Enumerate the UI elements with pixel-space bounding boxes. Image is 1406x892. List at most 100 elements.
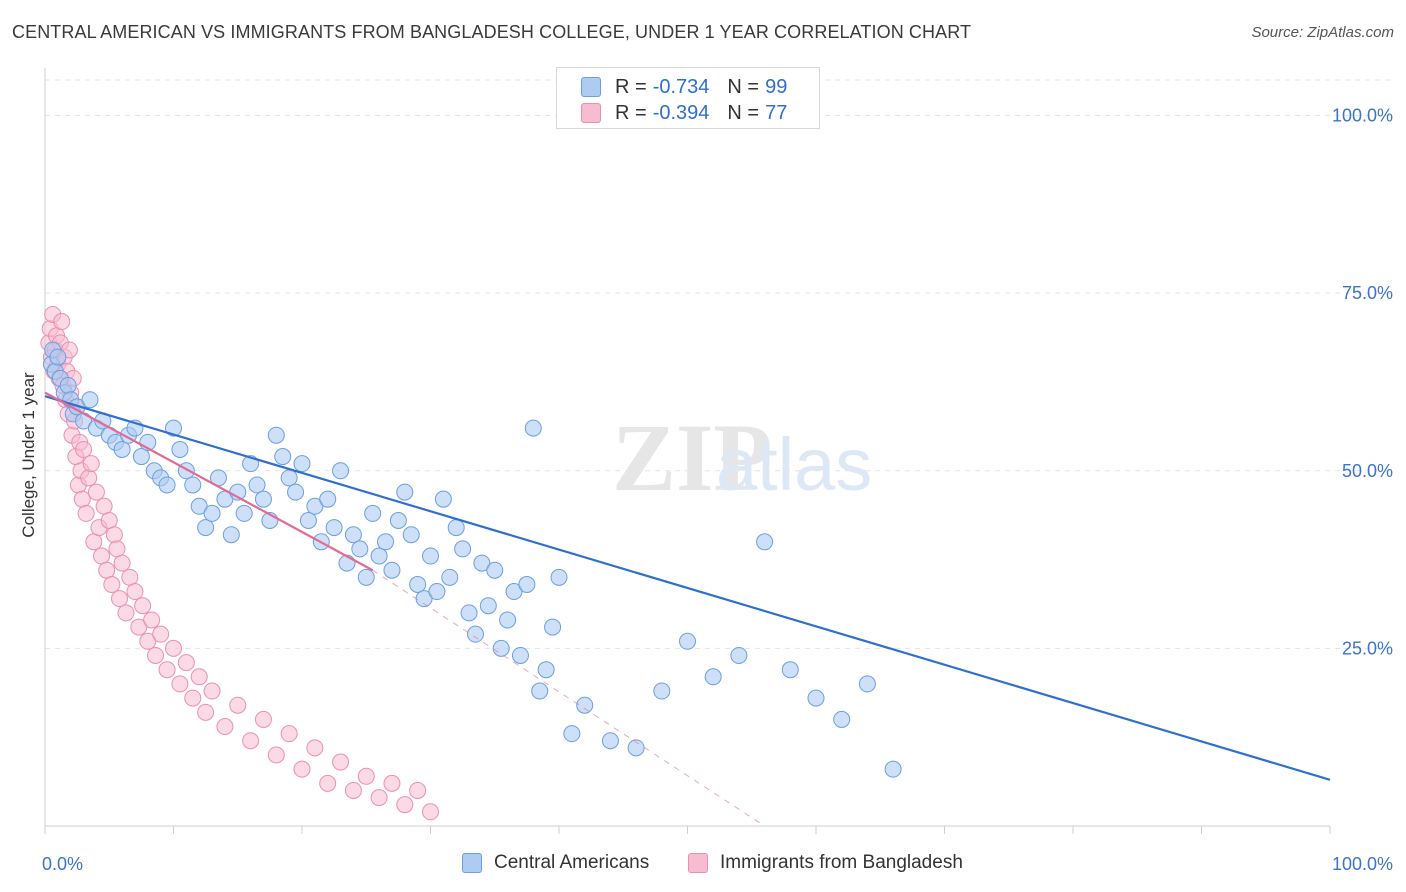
data-point-bangladesh [203, 682, 221, 700]
data-point-central-american [550, 568, 568, 586]
data-point-central-american [351, 540, 369, 558]
data-point-bangladesh [113, 554, 131, 572]
data-point-central-american [81, 391, 99, 409]
data-point-bangladesh [134, 597, 152, 615]
data-point-central-american [267, 426, 285, 444]
x-tick-label: 100.0% [1332, 854, 1393, 874]
n-label: N = [727, 75, 760, 98]
data-point-bangladesh [98, 561, 116, 579]
data-point-bangladesh [184, 689, 202, 707]
data-point-central-american [454, 540, 472, 558]
data-point-bangladesh [370, 789, 388, 807]
y-tick-label: 75.0% [1342, 283, 1393, 303]
data-point-central-american [486, 561, 504, 579]
data-point-bangladesh [396, 796, 414, 814]
data-point-bangladesh [77, 504, 95, 522]
data-point-bangladesh [158, 661, 176, 679]
data-point-bangladesh [100, 511, 118, 529]
data-point-bangladesh [152, 625, 170, 643]
data-point-central-american [357, 568, 375, 586]
series-central-american-points [42, 341, 902, 778]
legend-swatch-blue [462, 853, 482, 873]
trend-lines [44, 391, 1331, 827]
series-legend: Central Americans Immigrants from Bangla… [0, 852, 1406, 878]
data-point-central-american [222, 526, 240, 544]
data-point-bangladesh [108, 540, 126, 558]
trend-line-bangladesh [372, 569, 765, 827]
data-point-central-american [235, 504, 253, 522]
legend-swatch-blue [581, 77, 601, 97]
data-point-central-american [171, 440, 189, 458]
data-point-central-american [531, 682, 549, 700]
data-point-bangladesh [383, 774, 401, 792]
data-point-central-american [332, 462, 350, 480]
data-point-central-american [601, 732, 619, 750]
data-point-central-american [344, 526, 362, 544]
r-label: R = [615, 101, 647, 124]
data-point-central-american [447, 519, 465, 537]
data-point-bangladesh [171, 675, 189, 693]
data-point-central-american [165, 419, 182, 437]
y-tick-label: 25.0% [1342, 638, 1393, 658]
data-point-bangladesh [242, 732, 260, 750]
data-point-central-american [364, 504, 382, 522]
stats-legend-row-central-americans: R = -0.734 N = 99 [581, 74, 787, 100]
data-point-central-american [479, 597, 497, 615]
legend-item-central-americans[interactable]: Central Americans [462, 852, 649, 874]
data-point-central-american [422, 547, 439, 565]
data-point-central-american [428, 583, 446, 601]
data-point-central-american [274, 448, 292, 466]
data-point-bangladesh [126, 583, 144, 601]
legend-label-bangladesh: Immigrants from Bangladesh [720, 852, 963, 873]
data-point-central-american [402, 526, 420, 544]
data-point-central-american [389, 511, 407, 529]
data-point-bangladesh [306, 739, 324, 757]
r-value-bangladesh: -0.394 [652, 101, 710, 124]
data-point-central-american [396, 483, 414, 501]
data-point-bangladesh [139, 632, 157, 650]
watermark: ZIP atlas [612, 404, 872, 511]
data-point-central-american [460, 604, 478, 622]
legend-item-bangladesh[interactable]: Immigrants from Bangladesh [688, 852, 963, 874]
trend-line-central-americans [44, 395, 1331, 781]
data-point-central-american [325, 519, 343, 537]
data-point-bangladesh [75, 440, 93, 458]
n-value-bangladesh: 77 [765, 101, 788, 124]
data-point-bangladesh [197, 703, 215, 721]
data-point-central-american [473, 554, 491, 572]
data-point-central-american [197, 519, 215, 537]
legend-label-central-americans: Central Americans [494, 852, 650, 873]
watermark-zip: ZIP [612, 404, 772, 511]
data-point-bangladesh [93, 547, 111, 565]
data-point-central-american [434, 490, 452, 508]
data-point-bangladesh [143, 611, 161, 629]
data-point-central-american [377, 533, 395, 551]
data-point-central-american [158, 476, 176, 494]
data-point-central-american [293, 455, 311, 473]
y-tick-label: 50.0% [1342, 461, 1393, 481]
data-point-central-american [113, 440, 131, 458]
data-point-central-american [576, 696, 594, 714]
source-label: Source: ZipAtlas.com [1251, 24, 1394, 41]
n-value-central-americans: 99 [765, 75, 788, 98]
data-point-bangladesh [165, 639, 182, 657]
x-tick-label: 0.0% [42, 854, 83, 874]
stats-legend: R = -0.734 N = 99 R = -0.394 N = 77 [556, 67, 820, 129]
data-point-bangladesh [82, 455, 100, 473]
data-point-central-american [781, 661, 799, 679]
data-point-central-american [492, 639, 510, 657]
data-point-bangladesh [293, 760, 311, 778]
chart-title: CENTRAL AMERICAN VS IMMIGRANTS FROM BANG… [12, 22, 972, 42]
data-point-bangladesh [332, 753, 350, 771]
data-point-central-american [518, 575, 536, 593]
data-point-central-american [499, 611, 517, 629]
data-point-central-american [306, 497, 324, 515]
data-point-central-american [756, 533, 774, 551]
data-point-bangladesh [73, 490, 91, 508]
data-point-central-american [679, 632, 696, 650]
data-point-bangladesh [344, 781, 362, 799]
legend-swatch-pink [581, 103, 601, 123]
data-point-central-american [524, 419, 542, 437]
r-value-central-americans: -0.734 [652, 75, 710, 98]
data-point-bangladesh [130, 618, 148, 636]
